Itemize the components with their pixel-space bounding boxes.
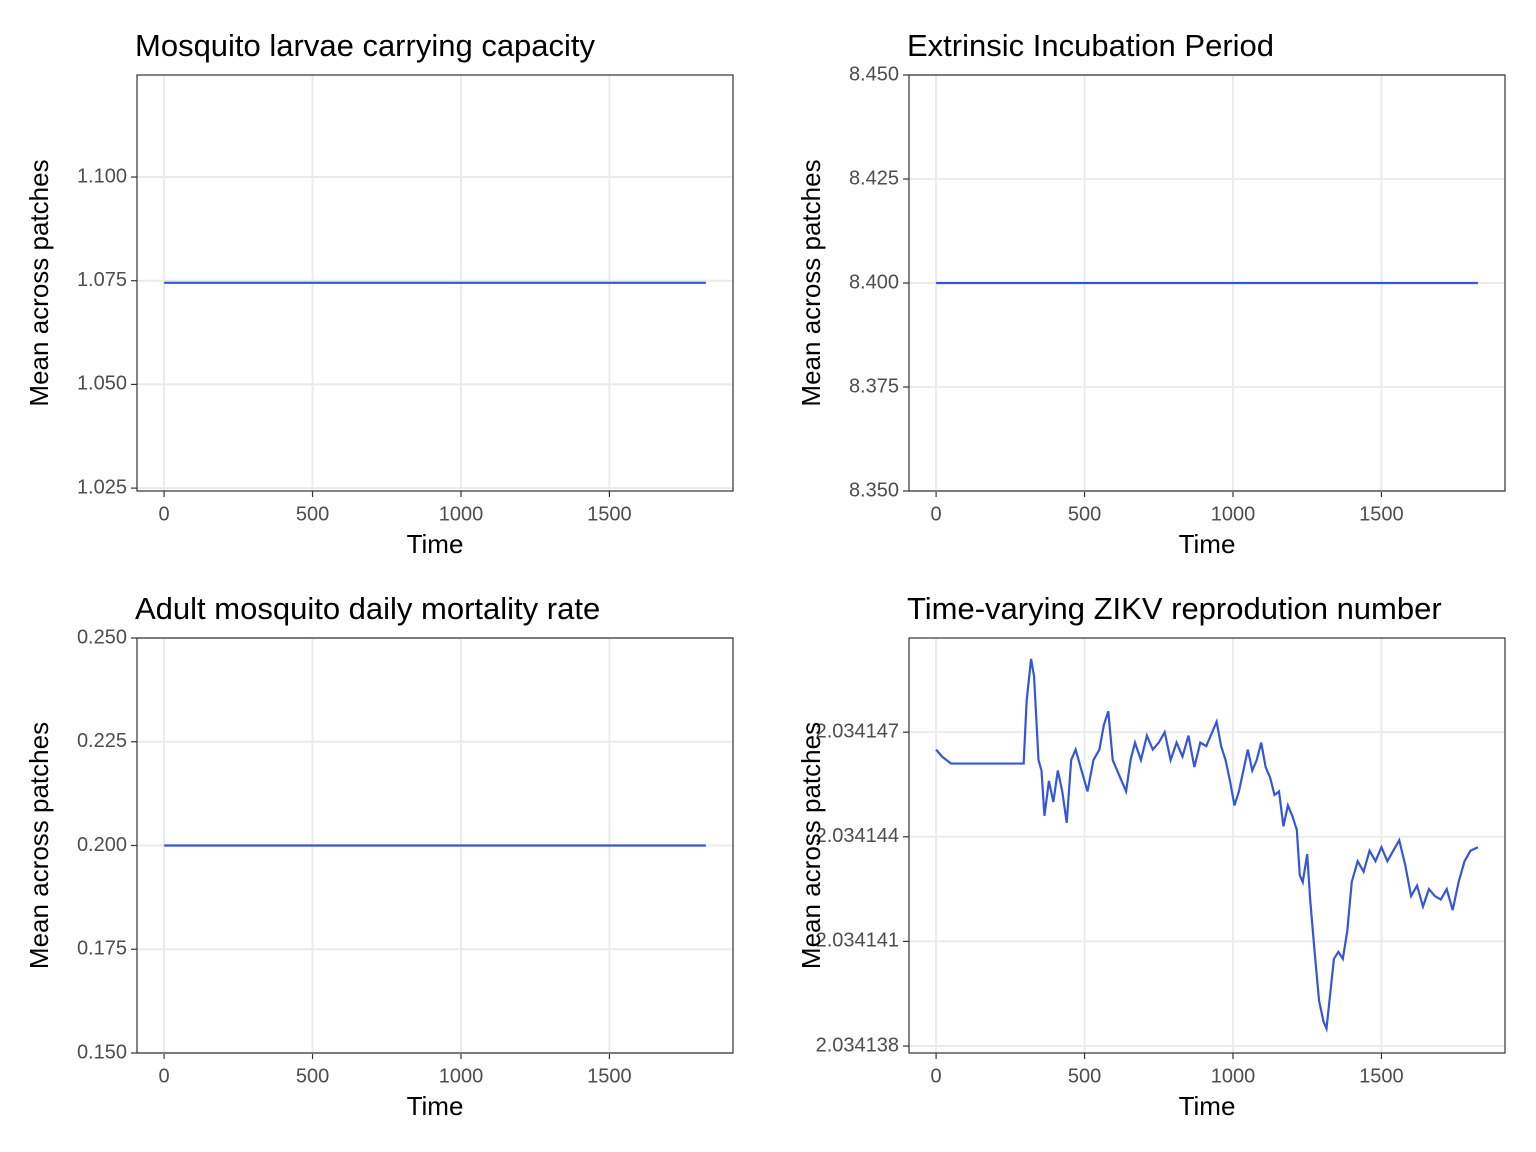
y-tick-label: 8.400 [849,271,899,293]
y-tick-label: 1.100 [77,165,127,187]
plot-border [136,74,734,492]
plot-border [908,74,1506,492]
x-tick-label: 1500 [587,1065,632,1087]
chart-title: Extrinsic Incubation Period [907,28,1274,63]
x-tick-label: 0 [159,503,170,525]
y-tick-label: 2.034141 [816,930,899,952]
panel: 0 500 1000 1500 0.150 0.175 0.200 0.225 0.250 Adu… [24,591,734,1121]
x-axis-title: Time [407,529,464,559]
y-tick-label: 2.034144 [816,825,899,847]
chart-title: Adult mosquito daily mortality rate [135,591,600,626]
plot-border [136,637,734,1054]
y-tick-label: 0.250 [77,626,127,648]
x-tick-label: 0 [159,1065,170,1087]
chart-title: Mosquito larvae carrying capacity [135,28,596,63]
y-tick-label: 1.075 [77,269,127,291]
x-tick-label: 1500 [587,503,632,525]
panel: 0 500 1000 1500 8.350 8.375 8.400 8.425 8.450 Ext… [796,28,1506,559]
y-tick-label: 1.025 [77,476,127,498]
y-tick-label: 8.450 [849,63,899,85]
x-axis-title: Time [1179,529,1236,559]
y-axis-title: Mean across patches [24,159,54,406]
x-tick-label: 1000 [439,1065,484,1087]
y-tick-label: 8.375 [849,375,899,397]
y-tick-label: 8.350 [849,479,899,501]
x-tick-label: 0 [931,503,942,525]
panel: 0 500 1000 1500 2.034138 2.034141 2.034144 2.03… [796,591,1506,1121]
plot-background [909,638,1505,1053]
y-tick-label: 8.425 [849,167,899,189]
x-axis-title: Time [407,1091,464,1121]
y-axis-title: Mean across patches [24,722,54,969]
y-tick-label: 1.050 [77,373,127,395]
plot-border [908,637,1506,1054]
y-tick-label: 0.225 [77,730,127,752]
x-tick-label: 1000 [1211,1065,1256,1087]
x-tick-label: 1500 [1359,503,1404,525]
x-tick-label: 1000 [439,503,484,525]
x-tick-label: 1000 [1211,503,1256,525]
x-tick-label: 500 [296,503,329,525]
x-tick-label: 500 [1068,503,1101,525]
chart-title: Time-varying ZIKV reprodution number [907,591,1442,626]
x-tick-label: 1500 [1359,1065,1404,1087]
y-tick-label: 0.175 [77,938,127,960]
y-tick-label: 2.034147 [816,720,899,742]
x-tick-label: 0 [931,1065,942,1087]
data-line [935,658,1479,1033]
x-tick-label: 500 [1068,1065,1101,1087]
y-axis-title: Mean across patches [796,159,826,406]
x-tick-label: 500 [296,1065,329,1087]
y-axis-title: Mean across patches [796,722,826,969]
panel: 0 500 1000 1500 1.025 1.050 1.075 1.100 Mosquito… [24,28,734,559]
x-axis-title: Time [1179,1091,1236,1121]
y-tick-label: 0.150 [77,1041,127,1063]
y-tick-label: 0.200 [77,834,127,856]
y-tick-label: 2.034138 [816,1034,899,1056]
